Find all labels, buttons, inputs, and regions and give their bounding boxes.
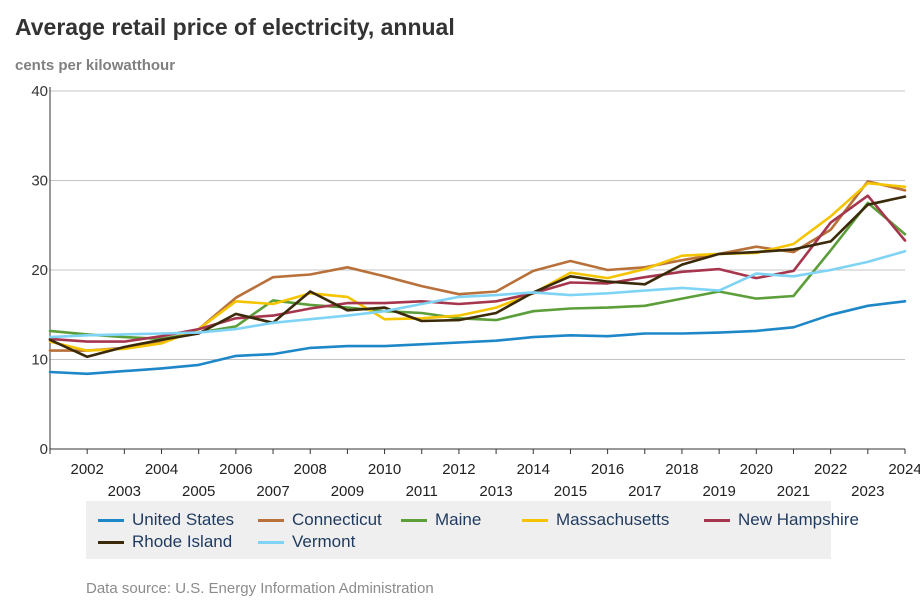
legend-item-connecticut[interactable]: Connecticut — [258, 510, 382, 530]
series-line-new-hampshire — [48, 194, 907, 343]
y-tick-label: 0 — [40, 441, 48, 458]
chart-legend: United States Connecticut Maine Massachuset… — [86, 501, 859, 559]
x-tick-label: 2016 — [591, 461, 624, 478]
series-line-united-states — [48, 299, 907, 376]
x-tick-label: 2008 — [294, 461, 327, 478]
legend-item-new-hampshire[interactable]: New Hampshire — [704, 510, 859, 530]
legend-item-rhode-island[interactable]: Rhode Island — [98, 532, 232, 552]
legend-swatch — [98, 518, 124, 522]
legend-label: Maine — [435, 510, 482, 529]
legend-item-vermont[interactable]: Vermont — [258, 532, 355, 552]
legend-label: Massachusetts — [556, 510, 670, 529]
x-tick-label: 2020 — [740, 461, 773, 478]
legend-label: United States — [132, 510, 235, 529]
legend-label: Rhode Island — [132, 532, 233, 551]
x-tick-label: 2005 — [182, 483, 215, 500]
x-tick-label: 2019 — [702, 483, 735, 500]
legend-swatch — [258, 518, 284, 522]
legend-item-maine[interactable]: Maine — [401, 510, 481, 530]
x-tick-label: 2002 — [70, 461, 103, 478]
legend-swatch — [401, 518, 427, 522]
x-tick-label: 2018 — [665, 461, 698, 478]
series-line-maine — [48, 201, 907, 341]
series-line-massachusetts — [48, 181, 907, 352]
series-line-rhode-island — [48, 195, 907, 359]
x-tick-label: 2023 — [851, 483, 884, 500]
y-tick-label: 40 — [31, 83, 48, 100]
legend-label: Connecticut — [292, 510, 382, 529]
x-tick-label: 2011 — [406, 483, 438, 500]
data-source-note: Data source: U.S. Energy Information Adm… — [86, 580, 434, 597]
legend-swatch — [704, 518, 730, 522]
legend-label: Vermont — [292, 532, 356, 551]
legend-swatch — [522, 518, 548, 522]
x-tick-label: 2022 — [814, 461, 847, 478]
series-line-connecticut — [48, 180, 907, 352]
legend-swatch — [98, 540, 124, 544]
x-tick-label: 2004 — [145, 461, 178, 478]
x-tick-label: 2017 — [628, 483, 661, 500]
x-tick-label: 2013 — [479, 483, 512, 500]
y-tick-label: 10 — [31, 352, 48, 369]
x-tick-label: 2009 — [331, 483, 364, 500]
y-tick-label: 30 — [31, 173, 48, 190]
x-tick-label: 2015 — [554, 483, 587, 500]
chart-subtitle: cents per kilowatthour — [15, 57, 176, 74]
legend-item-massachusetts[interactable]: Massachusetts — [522, 510, 669, 530]
chart-title: Average retail price of electricity, ann… — [15, 14, 455, 40]
legend-label: New Hampshire — [738, 510, 859, 529]
x-tick-label: 2006 — [219, 461, 252, 478]
series-line-vermont — [48, 249, 907, 339]
x-tick-label: 2014 — [517, 461, 550, 478]
x-tick-label: 2021 — [777, 483, 810, 500]
x-tick-label: 2007 — [256, 483, 289, 500]
y-tick-label: 20 — [31, 262, 48, 279]
x-tick-label: 2010 — [368, 461, 401, 478]
x-tick-label: 2003 — [108, 483, 141, 500]
x-tick-label: 2012 — [442, 461, 475, 478]
legend-swatch — [258, 540, 284, 544]
x-tick-label: 2024 — [888, 461, 920, 478]
legend-item-united-states[interactable]: United States — [98, 510, 234, 530]
